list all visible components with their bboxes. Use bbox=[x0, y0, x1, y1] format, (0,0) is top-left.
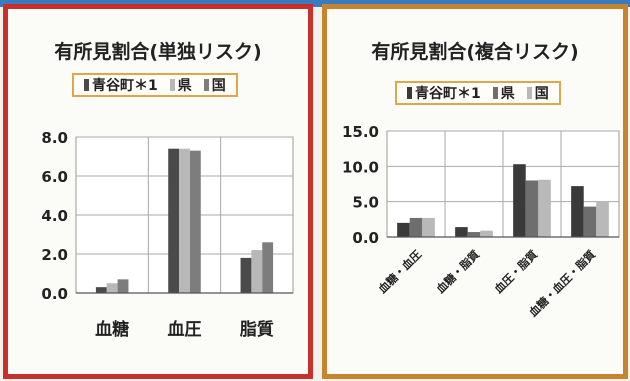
bar bbox=[397, 222, 410, 237]
bar bbox=[251, 250, 263, 293]
bar bbox=[538, 179, 551, 237]
bar bbox=[583, 206, 597, 237]
bar bbox=[409, 217, 423, 237]
chart-title: 有所見割合(複合リスク) bbox=[371, 41, 579, 63]
bar bbox=[467, 232, 481, 237]
legend-swatch bbox=[407, 87, 412, 99]
legend-swatch bbox=[492, 87, 498, 99]
chart-panel-single-risk: 有所見割合(単独リスク) 青谷町＊1 県 国 0.0 2.0 4.0 6.0 8.0 血糖… bbox=[3, 4, 313, 379]
bar bbox=[262, 242, 274, 293]
bar bbox=[240, 257, 252, 293]
y-tick-label: 2.0 bbox=[41, 246, 68, 264]
chart-legend: 青谷町＊1 県 国 bbox=[72, 73, 238, 97]
bar bbox=[525, 180, 539, 237]
legend-item: 青谷町＊1 bbox=[84, 75, 158, 95]
legend-swatch bbox=[84, 79, 89, 91]
y-tick-label: 0.0 bbox=[352, 229, 379, 247]
bar bbox=[513, 164, 526, 237]
x-category-label: 血糖・脂質 bbox=[433, 247, 482, 296]
bar bbox=[571, 186, 584, 237]
chart-plot-area: 0.0 2.0 4.0 6.0 8.0 血糖 血圧 脂質 bbox=[41, 129, 294, 340]
chart-legend: 青谷町＊1 県 国 bbox=[395, 81, 561, 105]
bar bbox=[179, 148, 190, 293]
y-tick-label: 15.0 bbox=[342, 123, 379, 141]
legend-swatch bbox=[526, 87, 532, 99]
x-category-label: 血圧 bbox=[168, 319, 202, 340]
bar bbox=[189, 150, 201, 293]
legend-label: 県 bbox=[177, 78, 192, 94]
chart-title: 有所見割合(単独リスク) bbox=[54, 41, 262, 63]
y-tick-label: 5.0 bbox=[352, 194, 379, 212]
legend-item: 県 bbox=[492, 83, 515, 103]
legend-item: 県 bbox=[169, 75, 192, 95]
bar bbox=[168, 148, 180, 293]
legend-swatch bbox=[169, 79, 175, 91]
bar bbox=[95, 287, 107, 293]
legend-label: 青谷町＊1 bbox=[92, 78, 158, 94]
bar bbox=[596, 200, 609, 237]
y-tick-label: 0.0 bbox=[41, 285, 68, 303]
legend-label: 青谷町＊1 bbox=[415, 86, 481, 102]
x-category-label: 脂質 bbox=[240, 319, 274, 340]
legend-label: 国 bbox=[534, 86, 549, 102]
bar bbox=[422, 217, 435, 237]
legend-item: 国 bbox=[526, 83, 549, 103]
legend-label: 県 bbox=[500, 86, 515, 102]
bar bbox=[106, 283, 118, 293]
y-tick-label: 4.0 bbox=[41, 207, 68, 225]
legend-label: 国 bbox=[211, 78, 226, 94]
legend-item: 国 bbox=[203, 75, 226, 95]
bar bbox=[117, 279, 129, 293]
legend-item: 青谷町＊1 bbox=[407, 83, 481, 103]
legend-swatch bbox=[203, 79, 209, 91]
chart-panel-compound-risk: 有所見割合(複合リスク) 青谷町＊1 県 国 0.0 5.0 10.0 15.0 血糖・… bbox=[322, 4, 628, 379]
x-category-label: 血圧・脂質 bbox=[491, 247, 540, 296]
y-tick-label: 8.0 bbox=[41, 129, 68, 147]
bar bbox=[455, 227, 468, 237]
y-tick-label: 10.0 bbox=[342, 158, 379, 176]
x-category-label: 血糖・血圧 bbox=[375, 247, 424, 296]
top-accent-strip bbox=[0, 0, 630, 7]
x-category-label: 血糖 bbox=[95, 319, 129, 340]
bar bbox=[480, 230, 493, 237]
y-tick-label: 6.0 bbox=[41, 168, 68, 186]
